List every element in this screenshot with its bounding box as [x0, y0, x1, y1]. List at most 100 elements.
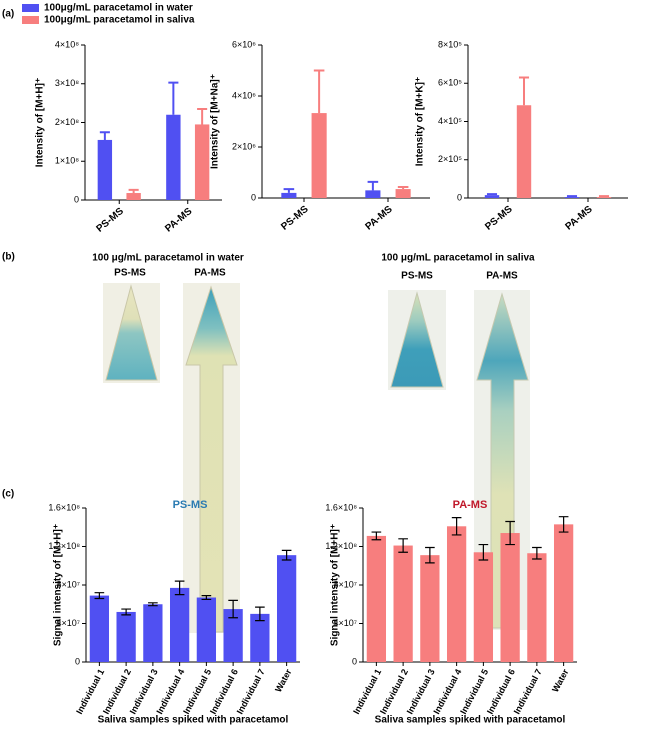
panel-label: (c)	[2, 489, 14, 500]
error-bar	[478, 543, 489, 561]
error-bar	[128, 188, 139, 194]
y-tick-label: 2×10⁵	[438, 154, 462, 164]
bar	[446, 526, 467, 662]
error-bar	[398, 538, 408, 553]
y-tick-label: 1.6×10⁸	[48, 502, 80, 512]
error-bar	[566, 195, 578, 198]
y-tick-label: 0	[457, 192, 462, 202]
chart-title: PS-MS	[173, 499, 208, 511]
y-tick-label: 0	[75, 656, 80, 666]
bar	[516, 105, 532, 198]
y-axis-label: Signal intensity of [M+H]⁺	[53, 524, 64, 646]
photo-title: 100 μg/mL paracetamol in saliva	[381, 253, 535, 264]
y-tick-label: 0	[251, 192, 256, 202]
bar	[500, 533, 520, 662]
x-tick-label: Water	[550, 667, 571, 694]
y-tick-label: 1×10⁸	[55, 156, 79, 166]
y-axis-label: Intensity of [M+H]⁺	[35, 78, 46, 167]
x-tick-label: PS-MS	[95, 206, 127, 235]
ps-strip	[105, 284, 158, 381]
error-bar	[255, 606, 265, 622]
bar	[126, 193, 141, 200]
error-bar	[505, 520, 515, 546]
y-tick-label: 6×10⁵	[438, 78, 462, 88]
bar	[596, 197, 612, 198]
bar	[365, 190, 381, 198]
y-axis-label: Intensity of [M+Na]⁺	[210, 74, 221, 169]
error-bar	[228, 599, 238, 619]
y-tick-label: 4×10⁸	[55, 39, 79, 49]
bar	[116, 611, 136, 662]
legend-label: 100μg/mL paracetamol in saliva	[44, 15, 195, 26]
bar	[143, 604, 163, 662]
error-bar	[174, 580, 185, 596]
y-tick-label: 4×10⁶	[232, 90, 256, 100]
error-bar	[486, 193, 498, 196]
error-bar	[197, 107, 208, 125]
bar	[484, 195, 500, 198]
x-axis-label: Saliva samples spiked with paracetamol	[375, 715, 566, 726]
legend-swatch	[22, 4, 39, 12]
bar	[564, 197, 580, 198]
bar	[393, 545, 413, 662]
error-bar	[532, 546, 542, 560]
error-bar	[281, 549, 292, 561]
y-tick-label: 4×10⁷	[56, 618, 80, 628]
bar	[250, 613, 270, 662]
error-bar	[367, 180, 379, 191]
error-bar	[283, 188, 295, 193]
y-tick-label: 8×10⁷	[333, 579, 357, 589]
y-tick-label: 2×10⁶	[232, 141, 256, 151]
x-tick-label: Individual 7	[512, 667, 544, 715]
error-bar	[425, 546, 435, 564]
bar	[97, 139, 113, 200]
photo-label: PA-MS	[486, 271, 518, 282]
bar	[281, 192, 297, 198]
x-tick-label: PA-MS	[163, 206, 194, 235]
x-tick-label: Individual 7	[235, 667, 267, 715]
error-bar	[201, 594, 212, 601]
bar	[194, 124, 210, 200]
error-bar	[518, 76, 530, 106]
photo-label: PS-MS	[114, 268, 146, 279]
bar	[166, 114, 181, 200]
panel-label: (a)	[2, 9, 14, 20]
error-bar	[451, 517, 462, 536]
error-bar	[148, 602, 158, 607]
y-tick-label: 3×10⁸	[55, 78, 79, 88]
error-bar	[99, 131, 110, 140]
bar	[473, 552, 494, 662]
y-tick-label: 1.2×10⁸	[48, 541, 80, 551]
error-bar	[598, 195, 610, 198]
bar	[89, 595, 110, 662]
bar	[420, 555, 440, 662]
error-bar	[121, 608, 131, 616]
error-bar	[558, 516, 569, 533]
bar	[223, 609, 243, 662]
ps-strip	[390, 291, 444, 388]
y-axis-label: Signal intensity of [M+H]⁺	[330, 524, 341, 646]
error-bar	[168, 81, 179, 115]
bar	[395, 189, 411, 198]
chart-title: PA-MS	[453, 499, 488, 511]
panel-label: (b)	[2, 252, 15, 263]
y-tick-label: 6×10⁶	[232, 39, 256, 49]
x-axis-label: Saliva samples spiked with paracetamol	[98, 715, 289, 726]
y-tick-label: 4×10⁷	[333, 618, 357, 628]
y-tick-label: 0	[74, 194, 79, 204]
y-tick-label: 4×10⁵	[438, 116, 462, 126]
error-bar	[371, 531, 382, 541]
x-tick-label: Water	[273, 667, 294, 694]
bar	[169, 587, 190, 662]
error-bar	[94, 592, 105, 600]
bar	[553, 524, 574, 662]
photo-label: PA-MS	[194, 268, 226, 279]
photo-label: PS-MS	[401, 271, 433, 282]
y-tick-label: 8×10⁷	[56, 579, 80, 589]
bar	[196, 597, 217, 662]
y-tick-label: 1.6×10⁸	[325, 502, 357, 512]
error-bar	[313, 69, 325, 114]
y-tick-label: 2×10⁸	[55, 117, 79, 127]
legend-swatch	[22, 16, 39, 24]
y-tick-label: 0	[352, 656, 357, 666]
